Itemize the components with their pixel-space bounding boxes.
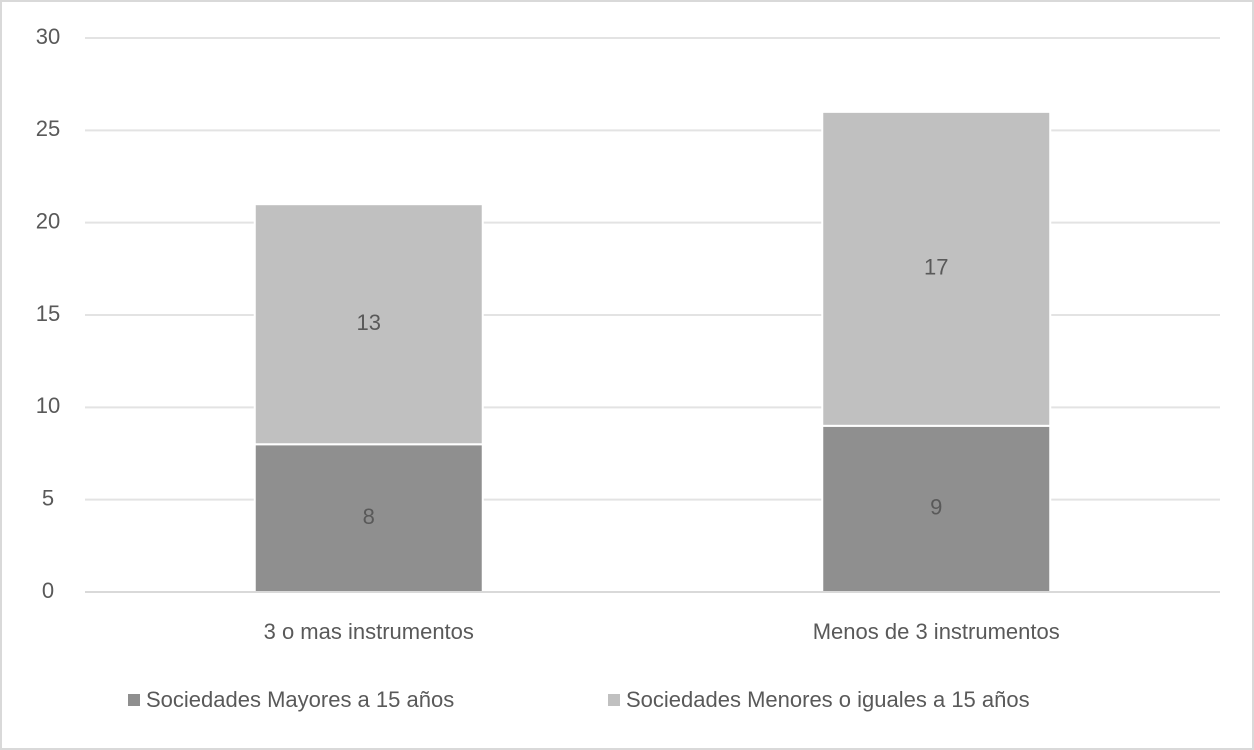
bar-segment <box>821 424 1052 593</box>
bar-segment <box>821 110 1052 427</box>
bar-segment <box>253 203 484 446</box>
data-label: 8 <box>363 504 375 529</box>
x-tick-label: 3 o mas instrumentos <box>264 619 474 644</box>
y-tick-label: 20 <box>36 208 60 233</box>
y-tick-label: 30 <box>36 24 60 49</box>
y-tick-label: 10 <box>36 393 60 418</box>
data-label: 17 <box>924 255 948 280</box>
x-tick-label: Menos de 3 instrumentos <box>813 619 1060 644</box>
y-tick-label: 0 <box>42 578 54 603</box>
legend-swatch <box>608 694 620 706</box>
y-tick-label: 15 <box>36 301 60 326</box>
y-tick-label: 5 <box>42 485 54 510</box>
data-label: 9 <box>930 495 942 520</box>
legend-label: Sociedades Menores o iguales a 15 años <box>626 687 1030 712</box>
y-tick-label: 25 <box>36 116 60 141</box>
legend-swatch <box>128 694 140 706</box>
legend-label: Sociedades Mayores a 15 años <box>146 687 454 712</box>
data-label: 13 <box>357 310 381 335</box>
